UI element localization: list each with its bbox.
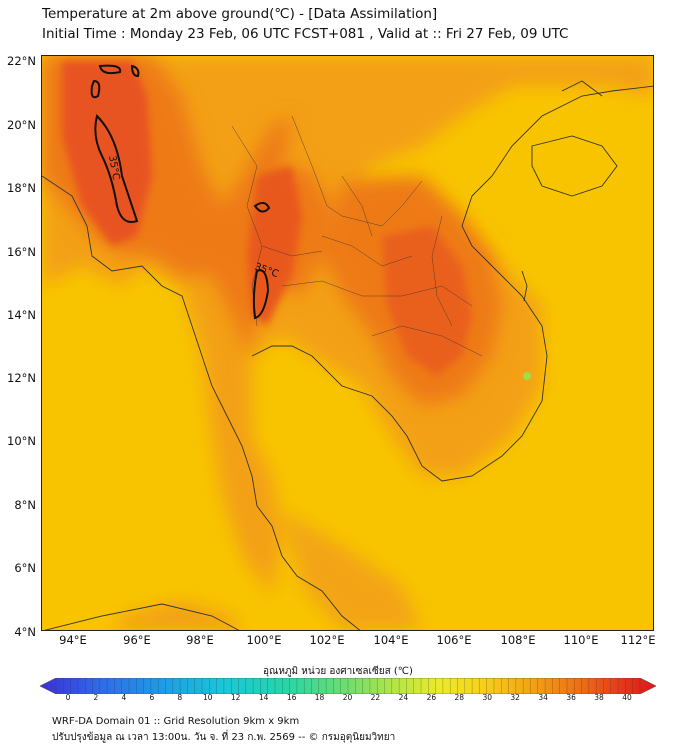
- colorbar-tick-label: 20: [342, 693, 353, 702]
- colorbar-tick-label: 36: [566, 693, 576, 702]
- colorbar-tick-label: 6: [149, 693, 155, 702]
- colorbar-tick-label: 34: [538, 693, 548, 702]
- lon-label: 94°E: [59, 633, 87, 647]
- temperature-map: 35°C 35°C: [41, 55, 654, 631]
- lon-label: 98°E: [186, 633, 214, 647]
- lon-label: 106°E: [436, 633, 472, 647]
- chart-title: Temperature at 2m above ground(℃) - [Dat…: [42, 6, 438, 22]
- colorbar-tick-label: 38: [594, 693, 604, 702]
- colorbar-tick-label: 22: [370, 693, 381, 702]
- lat-label: 18°N: [7, 181, 36, 195]
- footer-domain-info: WRF-DA Domain 01 :: Grid Resolution 9km …: [52, 716, 300, 727]
- lat-label: 4°N: [14, 625, 36, 639]
- colorbar-tick-label: 0: [65, 693, 71, 702]
- lat-label: 20°N: [7, 118, 36, 132]
- colorbar: [40, 678, 656, 694]
- lat-label: 6°N: [14, 561, 36, 575]
- lat-label: 8°N: [14, 498, 36, 512]
- map-canvas: 35°C 35°C: [42, 56, 653, 630]
- footer-update-info: ปรับปรุงข้อมูล ณ เวลา 13:00น. วัน จ. ที่…: [52, 732, 396, 743]
- colorbar-tick-label: 16: [286, 693, 297, 702]
- lat-label: 22°N: [7, 54, 36, 68]
- contour-label-west: 35°C: [106, 155, 121, 181]
- colorbar-tick-label: 14: [258, 693, 269, 702]
- colorbar-title: อุณหภูมิ หน่วย องศาเซลเซียส (℃): [263, 666, 413, 677]
- lon-label: 104°E: [373, 633, 409, 647]
- cool-spot: [523, 372, 531, 380]
- colorbar-tick-label: 28: [454, 693, 465, 702]
- colorbar-tick-label: 8: [177, 693, 183, 702]
- province-borders: [231, 115, 483, 357]
- contour-35c: [90, 64, 271, 320]
- colorbar-tick-label: 4: [121, 693, 127, 702]
- colorbar-tick-label: 12: [230, 693, 241, 702]
- lon-label: 108°E: [500, 633, 536, 647]
- lon-label: 110°E: [563, 633, 599, 647]
- lon-label: 100°E: [246, 633, 282, 647]
- colorbar-tick-label: 30: [482, 693, 493, 702]
- lon-label: 102°E: [309, 633, 345, 647]
- coastlines: [42, 80, 653, 630]
- colorbar-tick-label: 18: [314, 693, 325, 702]
- lat-label: 10°N: [7, 434, 36, 448]
- colorbar-tick-label: 24: [398, 693, 409, 702]
- lat-label: 12°N: [7, 371, 36, 385]
- colorbar-tick-label: 26: [426, 693, 437, 702]
- colorbar-tick-label: 2: [93, 693, 99, 702]
- colorbar-tick-label: 10: [202, 693, 213, 702]
- lon-label: 112°E: [620, 633, 656, 647]
- lat-label: 16°N: [7, 245, 36, 259]
- chart-subtitle: Initial Time : Monday 23 Feb, 06 UTC FCS…: [42, 26, 569, 42]
- lon-label: 96°E: [123, 633, 151, 647]
- colorbar-tick-label: 40: [622, 693, 632, 702]
- lat-label: 14°N: [7, 308, 36, 322]
- colorbar-tick-label: 32: [510, 693, 520, 702]
